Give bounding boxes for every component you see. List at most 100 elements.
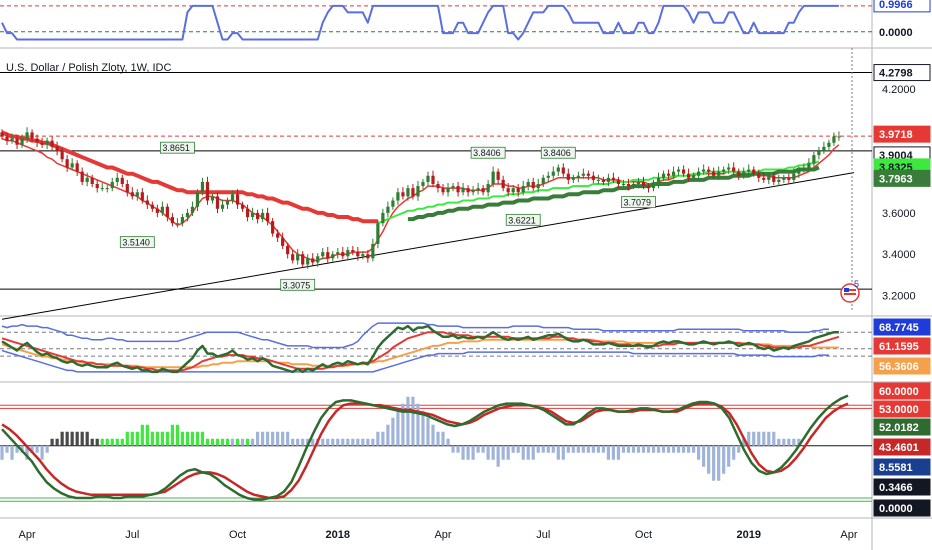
candle-body (235, 194, 240, 205)
candle-body (376, 223, 380, 244)
histogram-bar (461, 445, 465, 460)
flag-badge[interactable]: 5 (840, 279, 860, 303)
price-panel[interactable]: 3.8651 3.5140 3.3075 3.8406 3.8406 3.6221 3.70… (0, 48, 872, 320)
histogram-bar (491, 445, 495, 460)
rsi-panel[interactable] (0, 322, 872, 374)
candle-body (20, 138, 24, 145)
histogram-bar (110, 438, 114, 446)
histogram-bar (712, 445, 716, 481)
candle-body (210, 196, 215, 201)
histogram-bar (421, 410, 425, 446)
candle-body (832, 136, 836, 143)
candle-body (491, 171, 495, 184)
rsi-tag-2-text: 56.3606 (879, 361, 919, 373)
candle-body (30, 132, 34, 139)
histogram-bar (356, 438, 360, 446)
candle-body (566, 173, 570, 180)
histogram-bar (742, 438, 746, 446)
candle-body (822, 146, 826, 151)
histogram-bar (697, 445, 701, 460)
sma-red-thick (1, 130, 378, 224)
candle-body (281, 237, 285, 246)
histogram-bar (722, 445, 726, 474)
candle-body (757, 173, 761, 178)
histogram-bar (35, 445, 39, 453)
histogram-bar (0, 445, 4, 460)
trendline (1, 172, 855, 320)
candle-body (767, 175, 771, 180)
stoch-tag-0-bg (873, 382, 931, 400)
rsi-lower-band (1, 349, 829, 373)
candle-body (351, 250, 355, 253)
time-tick-label: Oct (229, 529, 246, 541)
candle-body (125, 184, 129, 193)
candle-body (215, 196, 220, 209)
annotation-label: 3.8406 (473, 148, 501, 158)
candle-body (120, 177, 124, 184)
candle-body (170, 217, 174, 224)
histogram-bar (261, 431, 265, 446)
candle-body (426, 175, 430, 182)
rsi-line (1, 324, 839, 374)
candle-body (45, 140, 49, 145)
histogram-bar (185, 431, 190, 446)
annotation-3: 3.8406 (470, 146, 506, 159)
histogram-bar (341, 438, 345, 446)
annotation-box (280, 278, 316, 291)
histogram-bar (727, 445, 731, 467)
oscillator-panel[interactable]: 0.9966 0.0000 (0, 0, 931, 41)
histogram-bar (170, 424, 174, 446)
histogram-bar (571, 445, 575, 453)
candle-body (616, 179, 621, 184)
histogram-bar (85, 431, 89, 446)
oscillator-tag-1-bg (873, 23, 931, 41)
stoch-tag-6-bg (873, 499, 931, 517)
histogram-bar (120, 438, 124, 446)
histogram-bar (606, 445, 611, 460)
histogram-bar (190, 431, 195, 446)
price-axis[interactable]: 4.20004.00003.60003.40003.20004.27983.97… (873, 64, 931, 517)
candle-body (185, 212, 190, 218)
candle-body (165, 206, 169, 218)
candle-body (220, 204, 225, 209)
candle-body (626, 184, 631, 187)
rsi-tag-1: 61.1595 (873, 337, 931, 355)
candle-body (496, 171, 500, 180)
histogram-bar (396, 410, 400, 446)
histogram-bar (486, 445, 490, 460)
candle-body (371, 243, 375, 259)
candle-body (261, 212, 265, 220)
stoch-tag-2-text: 52.0182 (879, 422, 919, 434)
stoch-tag-4: 8.5581 (873, 458, 931, 476)
candle-body (506, 188, 510, 193)
annotation-label: 3.8406 (543, 148, 571, 158)
histogram-bar (65, 431, 69, 446)
candle-body (140, 192, 144, 201)
time-axis[interactable]: AprJulOct2018AprJulOct2019AprJul (18, 529, 932, 541)
histogram-bar (326, 438, 330, 446)
candle-body (651, 184, 656, 189)
histogram-bar (286, 431, 290, 446)
stochastic-panel[interactable] (0, 394, 872, 502)
histogram-bar (130, 431, 134, 446)
histogram-bar (466, 445, 470, 460)
histogram-bar (416, 403, 420, 446)
candle-body (110, 181, 114, 189)
candle-body (681, 169, 686, 174)
candle-body (792, 173, 796, 180)
histogram-bar (5, 445, 9, 453)
candle-body (481, 188, 485, 193)
candle-body (717, 171, 721, 176)
candle-body (291, 254, 295, 261)
histogram-bar (692, 445, 696, 453)
candle-body (526, 181, 530, 187)
candle-body (461, 188, 465, 193)
candle-body (511, 188, 515, 193)
histogram-bar (626, 445, 631, 453)
candle-body (631, 184, 636, 187)
histogram-bar (521, 445, 525, 460)
candle-body (200, 181, 205, 193)
stoch-tag-3-text: 43.4601 (879, 442, 919, 454)
candle-body (782, 177, 786, 180)
